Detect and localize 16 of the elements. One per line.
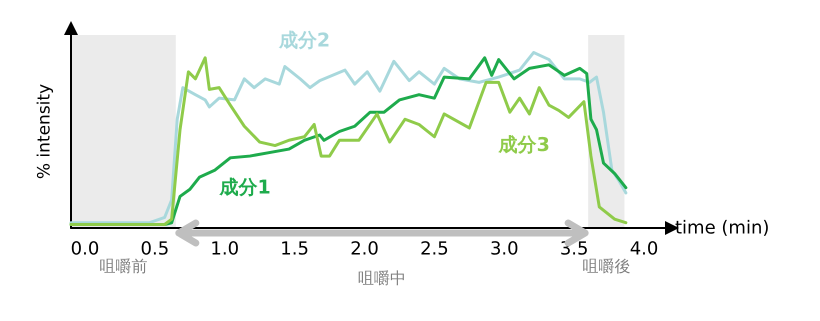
x-tick-label: 1.5 xyxy=(280,238,309,260)
x-tick-label: 0.0 xyxy=(70,238,100,260)
x-tick-label: 0.5 xyxy=(140,238,170,260)
series-label: 成分1 xyxy=(218,176,271,198)
series-label: 成分3 xyxy=(498,134,550,156)
series-label: 成分2 xyxy=(278,30,330,52)
x-tick-label: 4.0 xyxy=(630,238,658,260)
text: 咀嚼中 xyxy=(358,268,406,288)
x-tick-label: 3.0 xyxy=(490,238,519,260)
x-axis-title: time (min) xyxy=(675,218,770,238)
band-label: 咀嚼後 xyxy=(582,256,630,276)
y-axis-title: % intensity xyxy=(34,84,54,180)
x-tick-label: 2.0 xyxy=(350,238,379,260)
x-tick-label: 1.0 xyxy=(210,238,240,260)
band-label: 咀嚼前 xyxy=(99,256,148,276)
x-tick-label: 2.5 xyxy=(420,238,449,260)
